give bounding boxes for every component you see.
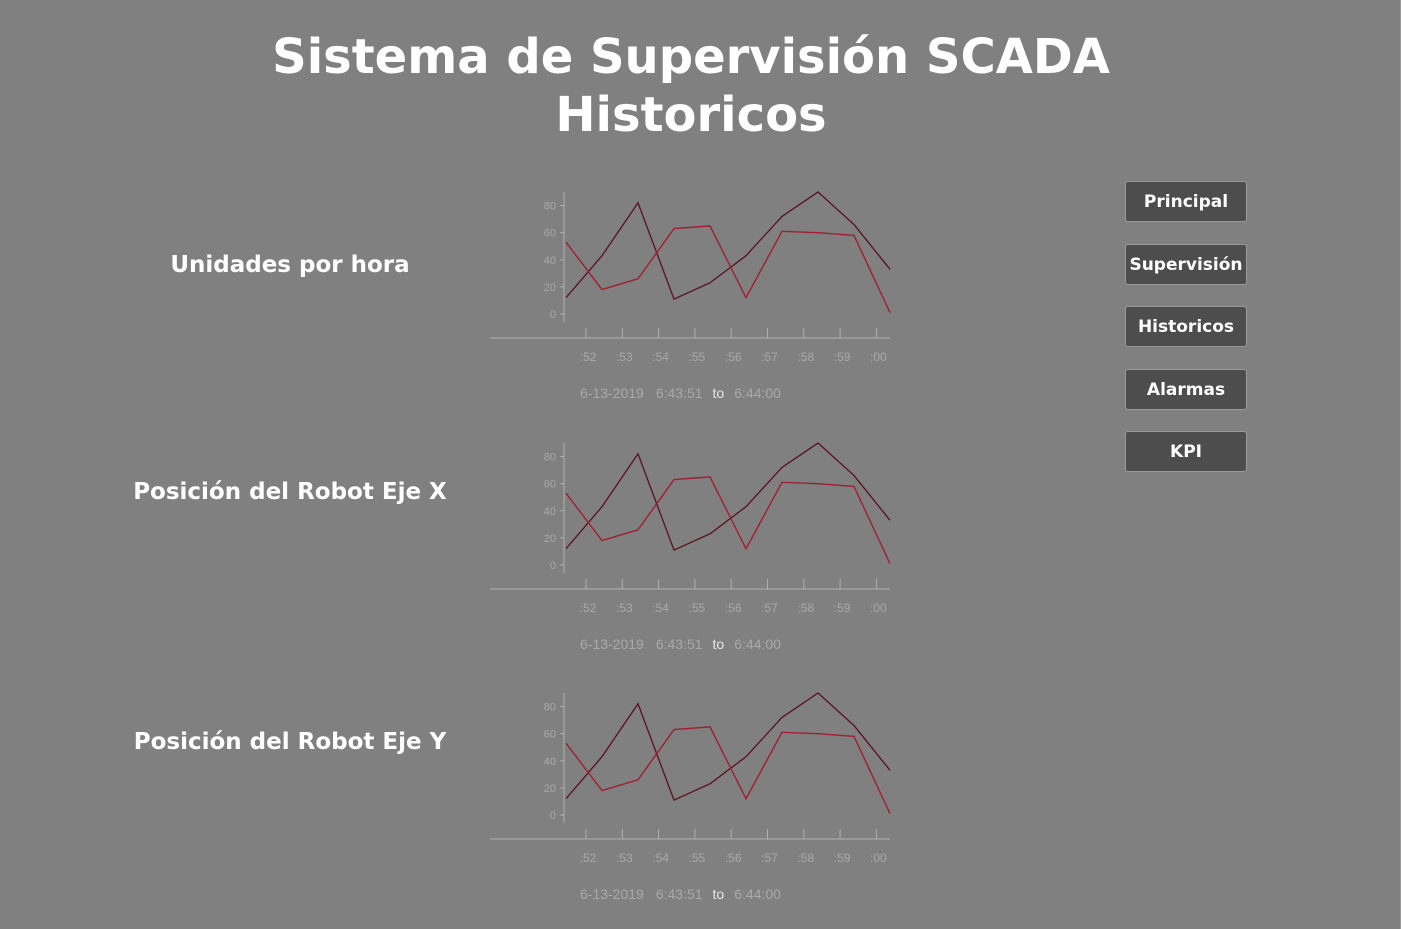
chart-unidades-por-hora: 0 20 40 60 80 :52 :53 :54 :55 :56 :57 :58 :59 :00 <box>490 191 891 364</box>
x-tick-label: :00 <box>870 601 887 615</box>
y-tick-label: 40 <box>544 255 556 267</box>
range-date: 6-13-2019 <box>580 636 644 652</box>
x-tick-label: :56 <box>725 851 742 865</box>
range-date: 6-13-2019 <box>580 886 644 902</box>
x-tick-label: :55 <box>689 851 706 865</box>
x-tick-label: :52 <box>580 851 597 865</box>
series-line-2 <box>565 726 891 814</box>
page-title-main: Sistema de Supervisión SCADA <box>272 29 1110 85</box>
y-tick-label: 60 <box>544 228 556 240</box>
x-tick-label: :53 <box>616 350 633 364</box>
x-tick-label: :54 <box>652 601 669 615</box>
y-tick-label: 20 <box>544 533 556 545</box>
x-tick-label: :57 <box>761 350 778 364</box>
y-tick-label: 20 <box>544 282 556 294</box>
series-line-2 <box>565 476 891 564</box>
x-tick-label: :53 <box>616 851 633 865</box>
x-tick-label: :56 <box>725 350 742 364</box>
chart-label-unidades: Unidades por hora <box>170 252 410 278</box>
x-tick-label: :52 <box>580 350 597 364</box>
range-start: 6:43:51 <box>655 385 703 401</box>
range-end: 6:44:00 <box>734 636 781 652</box>
y-tick-label: 40 <box>544 756 556 768</box>
x-tick-label: :58 <box>797 601 814 615</box>
x-tick-label: :59 <box>834 601 851 615</box>
range-end: 6:44:00 <box>734 886 781 902</box>
nav-alarmas-button[interactable]: Alarmas <box>1125 369 1247 410</box>
x-tick-label: :55 <box>689 350 706 364</box>
range-start: 6:43:51 <box>655 886 703 902</box>
nav-kpi-button[interactable]: KPI <box>1125 431 1247 472</box>
x-tick-label: :52 <box>580 601 597 615</box>
y-tick-label: 0 <box>550 810 556 822</box>
y-tick-label: 80 <box>544 201 556 213</box>
range-date: 6-13-2019 <box>580 385 644 401</box>
x-tick-label: :57 <box>761 851 778 865</box>
y-tick-label: 80 <box>544 702 556 714</box>
y-tick-label: 0 <box>550 309 556 321</box>
nav-supervision-button[interactable]: Supervisión <box>1125 244 1247 285</box>
chart-label-eje-x: Posición del Robot Eje X <box>133 479 447 505</box>
x-tick-label: :53 <box>616 601 633 615</box>
time-range-eje-y: 6-13-2019 6:43:51 to 6:44:00 <box>580 886 781 902</box>
x-tick-label: :58 <box>797 350 814 364</box>
chart-label-eje-y: Posición del Robot Eje Y <box>133 729 447 755</box>
series-line-1 <box>565 191 891 301</box>
range-to: to <box>712 886 725 902</box>
nav-historicos-button[interactable]: Historicos <box>1125 306 1247 347</box>
x-tick-label: :55 <box>689 601 706 615</box>
chart-robot-eje-y: 0 20 40 60 80 :52 :53 :54 :55 :56 :57 :58 :59 :00 <box>490 692 891 865</box>
page-title: Sistema de Supervisión SCADA Historicos <box>0 28 1382 144</box>
series-line-2 <box>565 225 891 313</box>
y-tick-label: 60 <box>544 729 556 741</box>
x-tick-label: :56 <box>725 601 742 615</box>
y-tick-label: 0 <box>550 560 556 572</box>
x-tick-label: :57 <box>761 601 778 615</box>
series-line-1 <box>565 442 891 552</box>
range-to: to <box>712 636 725 652</box>
range-start: 6:43:51 <box>655 636 703 652</box>
x-tick-label: :54 <box>652 851 669 865</box>
x-tick-label: :00 <box>870 350 887 364</box>
series-line-1 <box>565 692 891 802</box>
range-to: to <box>712 385 725 401</box>
x-tick-label: :54 <box>652 350 669 364</box>
y-tick-label: 80 <box>544 452 556 464</box>
y-tick-label: 40 <box>544 506 556 518</box>
y-tick-label: 60 <box>544 479 556 491</box>
nav-principal-button[interactable]: Principal <box>1125 181 1247 222</box>
y-tick-label: 20 <box>544 783 556 795</box>
time-range-unidades: 6-13-2019 6:43:51 to 6:44:00 <box>580 385 781 401</box>
x-tick-label: :00 <box>870 851 887 865</box>
page-title-sub: Historicos <box>555 87 827 143</box>
range-end: 6:44:00 <box>734 385 781 401</box>
time-range-eje-x: 6-13-2019 6:43:51 to 6:44:00 <box>580 636 781 652</box>
chart-robot-eje-x: 0 20 40 60 80 :52 :53 :54 :55 :56 :57 :58 :59 :00 <box>490 442 891 615</box>
x-tick-label: :59 <box>834 851 851 865</box>
x-tick-label: :58 <box>797 851 814 865</box>
x-tick-label: :59 <box>834 350 851 364</box>
